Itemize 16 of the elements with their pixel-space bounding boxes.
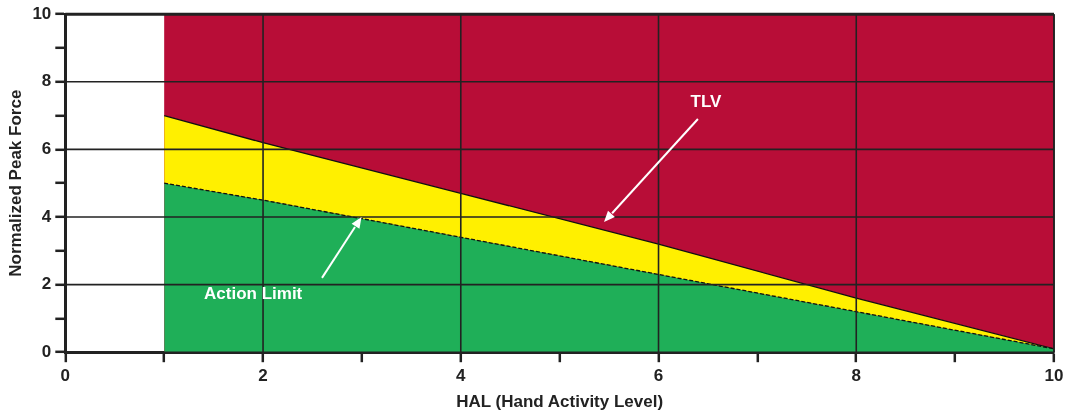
y-tick-label: 0 <box>41 341 52 361</box>
y-tick-label: 8 <box>41 71 52 91</box>
x-tick-label: 8 <box>851 366 861 386</box>
annotation: TLV <box>690 91 723 111</box>
x-tick-label: 2 <box>258 366 268 386</box>
x-tick-label: 4 <box>456 366 467 386</box>
annotation: Action Limit <box>204 284 303 304</box>
y-axis-title: Normalized Peak Force <box>5 89 25 277</box>
x-tick-label: 0 <box>60 366 71 386</box>
x-tick-label: 6 <box>653 366 664 386</box>
y-tick-label: 4 <box>41 206 52 226</box>
y-tick-label: 2 <box>41 274 52 294</box>
x-tick-label: 10 <box>1044 366 1064 386</box>
x-axis-title: HAL (Hand Activity Level) <box>456 392 664 412</box>
y-tick-label: 10 <box>32 3 52 23</box>
y-tick-label: 6 <box>41 139 52 159</box>
